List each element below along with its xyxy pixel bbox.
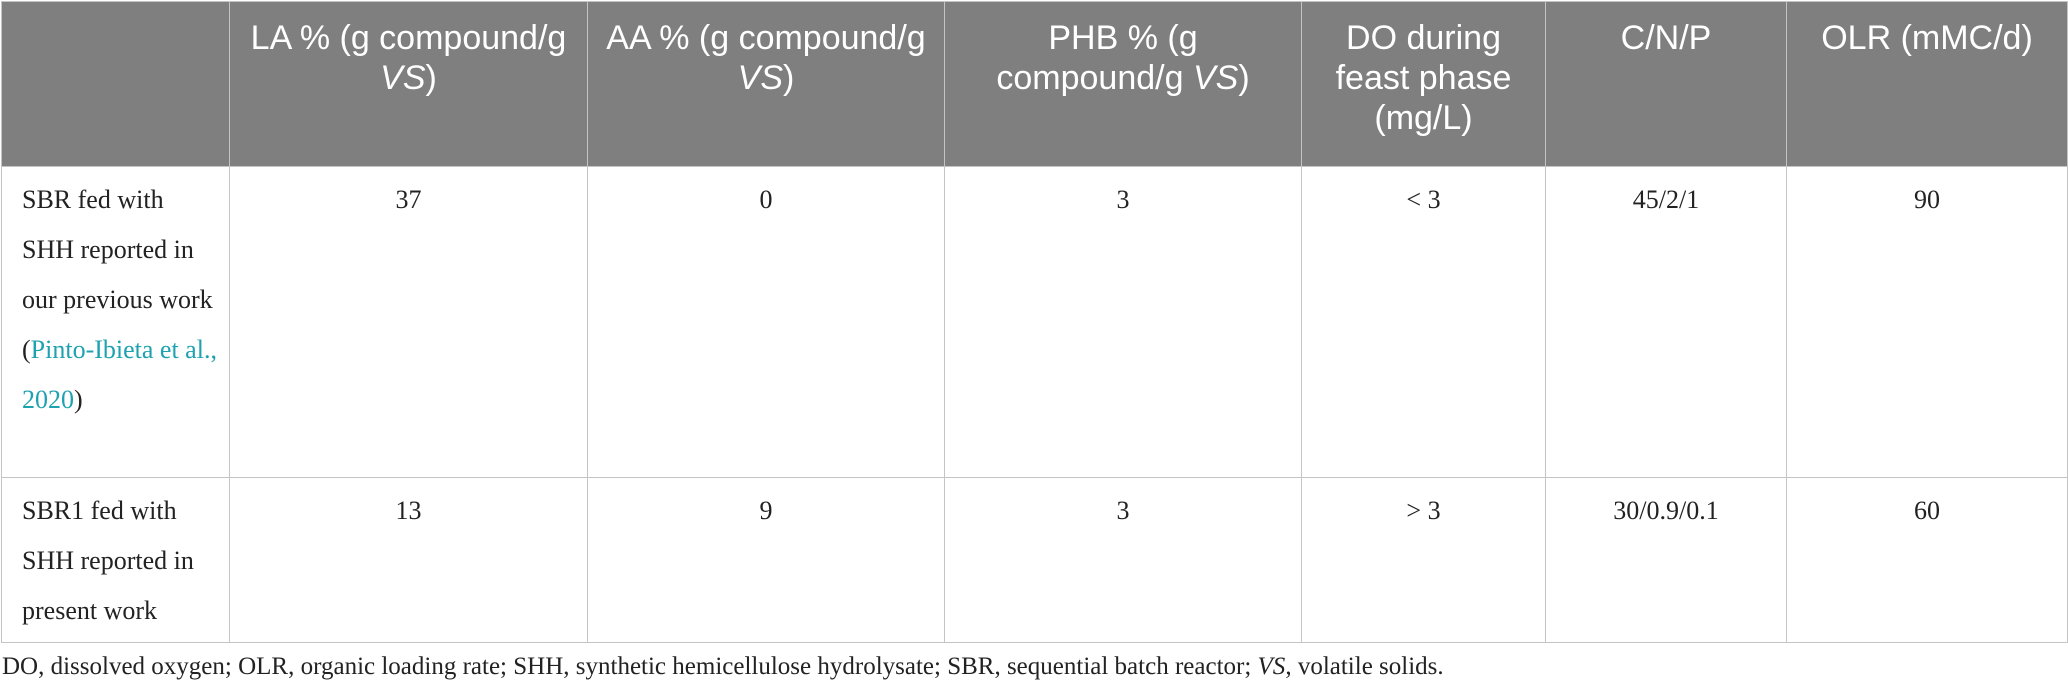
header-cell: LA % (g compound/g VS) xyxy=(229,1,588,167)
table-cell: 3 xyxy=(944,477,1302,643)
table-cell: > 3 xyxy=(1301,477,1546,643)
text-run: C/N/P xyxy=(1620,19,1712,57)
text-run: SBR1 fed with SHH reported in present wo… xyxy=(22,496,194,625)
text-run: AA % (g compound/g xyxy=(606,19,926,57)
text-run: , volatile solids. xyxy=(1285,653,1444,680)
table-cell: 30/0.9/0.1 xyxy=(1545,477,1787,643)
header-cell: AA % (g compound/g VS) xyxy=(587,1,945,167)
table-row: SBR1 fed with SHH reported in present wo… xyxy=(1,477,2068,643)
header-cell xyxy=(1,1,230,167)
table-cell: 3 xyxy=(944,166,1302,478)
text-run: SBR fed with SHH reported in our previou… xyxy=(22,185,213,364)
table-row: SBR fed with SHH reported in our previou… xyxy=(1,166,2068,478)
table-cell: SBR1 fed with SHH reported in present wo… xyxy=(1,477,230,643)
table-cell: 0 xyxy=(587,166,945,478)
citation-link[interactable]: Pinto-Ibieta et al., 2020 xyxy=(22,335,217,414)
text-run: ) xyxy=(425,59,437,97)
text-run: PHB % (g compound/g xyxy=(996,19,1198,97)
text-run: LA % (g compound/g xyxy=(250,19,567,57)
header-cell: C/N/P xyxy=(1545,1,1787,167)
header-cell: DO during feast phase (mg/L) xyxy=(1301,1,1546,167)
table-cell: 45/2/1 xyxy=(1545,166,1787,478)
table-cell: 60 xyxy=(1786,477,2068,643)
header-row: LA % (g compound/g VS) AA % (g compound/g… xyxy=(1,1,2068,167)
header-cell: PHB % (g compound/g VS) xyxy=(944,1,1302,167)
footnote: DO, dissolved oxygen; OLR, organic loadi… xyxy=(2,653,2068,681)
italic-text: VS xyxy=(1192,59,1239,97)
table-cell: < 3 xyxy=(1301,166,1546,478)
table-body: SBR fed with SHH reported in our previou… xyxy=(1,166,2068,643)
data-table: LA % (g compound/g VS) AA % (g compound/g… xyxy=(1,1,2068,643)
table-cell: 13 xyxy=(229,477,588,643)
table-cell: 37 xyxy=(229,166,588,478)
text-run: DO, dissolved oxygen; OLR, organic loadi… xyxy=(2,653,1258,680)
text-run: DO during feast phase (mg/L) xyxy=(1335,19,1512,137)
text-run: ) xyxy=(1238,59,1250,97)
italic-text: VS xyxy=(380,59,426,97)
text-run: OLR (mMC/d) xyxy=(1821,19,2033,57)
header-cell: OLR (mMC/d) xyxy=(1786,1,2068,167)
table-cell: 9 xyxy=(587,477,945,643)
table-cell: SBR fed with SHH reported in our previou… xyxy=(1,166,230,478)
italic-text: VS xyxy=(737,59,784,97)
italic-text: VS xyxy=(1257,653,1286,680)
text-run: ) xyxy=(783,59,795,97)
text-run: ) xyxy=(74,385,83,414)
table-cell: 90 xyxy=(1786,166,2068,478)
